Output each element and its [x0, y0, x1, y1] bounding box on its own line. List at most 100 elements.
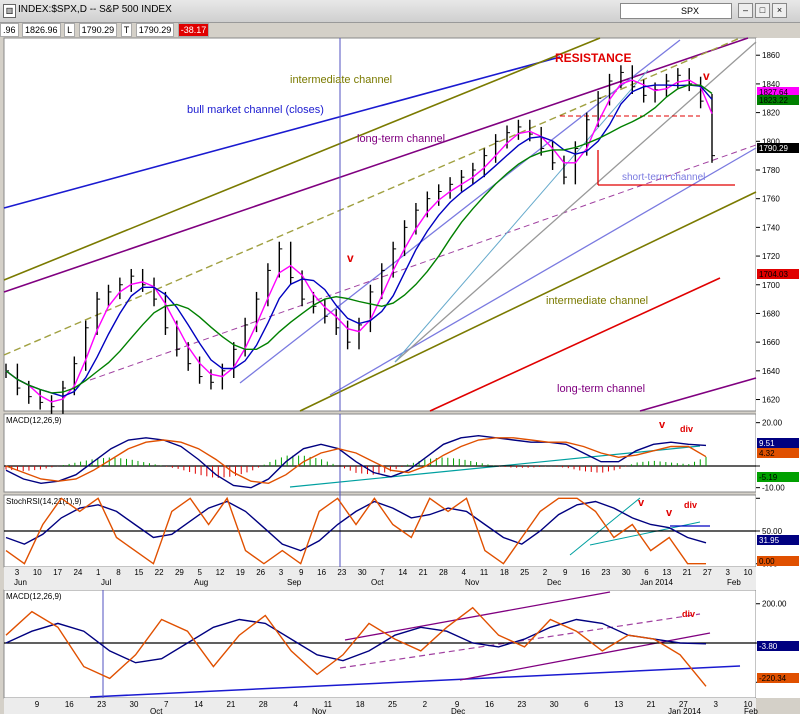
- stoch-series-1: [5, 496, 706, 565]
- x-tick-13: 3: [279, 568, 284, 577]
- ma-slow-line: [5, 84, 713, 394]
- x-month-5: Nov: [465, 578, 479, 587]
- x-tick-18: 7: [380, 568, 385, 577]
- price-tick-label-3: 1680: [762, 309, 780, 318]
- price-label-2: 1790.29: [759, 144, 788, 153]
- x2-tick-4: 7: [164, 700, 169, 709]
- x2-tick-12: 2: [423, 700, 428, 709]
- x-tick-32: 13: [662, 568, 671, 577]
- price-label-0: 1827.64: [759, 88, 788, 97]
- price-tick-label-11: 1840: [762, 80, 780, 89]
- x-tick-14: 9: [299, 568, 304, 577]
- x-tick-16: 23: [337, 568, 346, 577]
- macd-series: MACD(12,26,9) 20.00 -10.00 9.514.32 -5.19 v di…: [4, 416, 799, 493]
- x-tick-28: 16: [581, 568, 590, 577]
- x2-tick-14: 16: [485, 700, 494, 709]
- macd2-baseline: [89, 665, 741, 698]
- macd-series-0: [5, 434, 707, 489]
- short-term-upper: [239, 39, 681, 384]
- x-tick-7: 22: [155, 568, 164, 577]
- long-term-channel-red: [429, 277, 721, 412]
- x-tick-11: 19: [236, 568, 245, 577]
- macd2-value-0: -3.80: [759, 642, 778, 651]
- x-tick-23: 11: [480, 568, 489, 577]
- price-annotation-1: bull market channel (closes): [187, 104, 324, 116]
- x2-tick-9: 11: [324, 700, 333, 709]
- x-tick-17: 30: [358, 568, 367, 577]
- ma-fast-line: [5, 79, 713, 403]
- maximize-button[interactable]: □: [755, 3, 770, 18]
- stoch-annotation-2: div: [684, 500, 697, 510]
- x-tick-12: 26: [256, 568, 265, 577]
- x2-tick-19: 21: [647, 700, 656, 709]
- stoch-series-0: [5, 500, 707, 552]
- x-tick-5: 8: [116, 568, 121, 577]
- price-tick-label-5: 1720: [762, 252, 780, 261]
- x2-tick-15: 23: [517, 700, 526, 709]
- price-label-1: 1823.22: [759, 96, 788, 105]
- minimize-button[interactable]: –: [738, 3, 753, 18]
- price-label-bg-1: [757, 95, 799, 105]
- price-annotation-3: RESISTANCE: [555, 51, 631, 65]
- long-term-channel-upper: [3, 37, 749, 293]
- x-tick-8: 29: [175, 568, 184, 577]
- date-axis: 3 10 17 24 1 8 15 22 29 5 12 19 26 3 9 16 23 30 7 14 21 28 4 11…: [14, 568, 753, 587]
- price-tick-label-2: 1660: [762, 338, 780, 347]
- x2-tick-11: 25: [388, 700, 397, 709]
- x2-tick-7: 28: [259, 700, 268, 709]
- x-tick-3: 24: [73, 568, 82, 577]
- x-tick-10: 12: [216, 568, 225, 577]
- macd-value-bg-2: [757, 472, 799, 482]
- macd-tick-label-2: -10.00: [762, 484, 785, 493]
- macd2-series: MACD(12,26,9) 200.00 -3.80 -220.34 div: [4, 592, 799, 687]
- price-label-bg-3: [757, 269, 799, 279]
- x-tick-27: 9: [563, 568, 568, 577]
- x2-tick-21: 3: [713, 700, 718, 709]
- x-tick-30: 30: [622, 568, 631, 577]
- symbol-input[interactable]: SPX: [620, 3, 732, 19]
- x2-tick-13: 9: [455, 700, 460, 709]
- quote-close-label: T: [120, 23, 133, 37]
- x2-tick-16: 30: [550, 700, 559, 709]
- x2-tick-22: 10: [744, 700, 753, 709]
- price-annotations: intermediate channel bull market channel …: [187, 51, 710, 395]
- quote-change: -38.17: [177, 23, 210, 37]
- x2-tick-17: 6: [584, 700, 589, 709]
- price-tick-label-12: 1860: [762, 51, 780, 60]
- app-icon: ▥: [3, 4, 16, 18]
- x-tick-31: 6: [644, 568, 649, 577]
- price-annotation-6: short-term channel: [622, 172, 705, 183]
- mid-dashed-purple: [89, 144, 757, 381]
- price-tick-label-7: 1760: [762, 195, 780, 204]
- price-annotation-5: v: [347, 251, 354, 265]
- close-button[interactable]: ×: [772, 3, 787, 18]
- x-tick-33: 21: [683, 568, 692, 577]
- x-tick-34: 27: [703, 568, 712, 577]
- macd2-title: MACD(12,26,9): [6, 592, 62, 601]
- stoch-value-1: 0.00: [759, 557, 775, 566]
- intermediate-channel-lower: [299, 191, 757, 412]
- price-annotation-7: intermediate channel: [546, 295, 648, 307]
- price-tick-label-9: 1800: [762, 137, 780, 146]
- price-label-bg-2: [757, 143, 799, 153]
- price-series: [5, 65, 715, 414]
- price-tick-label-4: 1700: [762, 281, 780, 290]
- x2-tick-3: 30: [130, 700, 139, 709]
- stoch-title: StochRSI(14,21(1),9): [6, 497, 82, 506]
- stoch-tick-label-1: 50.00: [762, 527, 783, 536]
- stoch-value-bg-1: [757, 556, 799, 566]
- macd2-value-1: -220.34: [759, 674, 787, 683]
- x-tick-36: 10: [744, 568, 753, 577]
- x2-month-4: Feb: [744, 707, 758, 714]
- x-month-8: Feb: [727, 578, 741, 587]
- x2-month-3: Jan 2014: [668, 707, 701, 714]
- x-month-2: Aug: [194, 578, 208, 587]
- x-month-7: Jan 2014: [640, 578, 673, 587]
- macd-value-1: 4.32: [759, 449, 775, 458]
- macd2-channel-top: [344, 591, 611, 641]
- price-label-bg-0: [757, 87, 799, 97]
- macd-tick-label-0: 20.00: [762, 419, 783, 428]
- macd2-value-bg-0: [757, 641, 799, 651]
- ma-mid-line: [5, 84, 713, 398]
